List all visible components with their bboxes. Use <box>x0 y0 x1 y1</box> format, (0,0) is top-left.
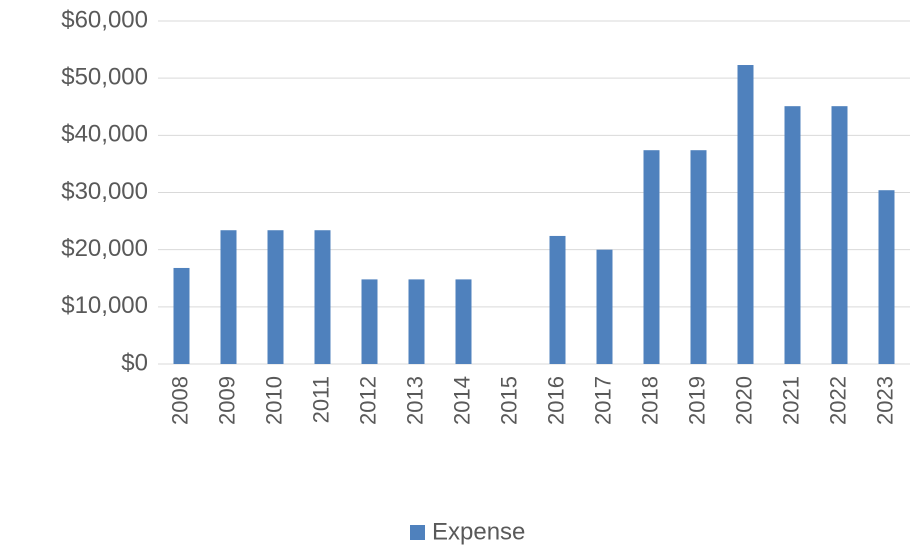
bar <box>737 65 754 364</box>
bar <box>643 150 660 364</box>
x-tick-label: 2023 <box>872 376 897 425</box>
y-tick-label: $20,000 <box>61 235 148 262</box>
bar <box>361 279 378 364</box>
y-tick-label: $40,000 <box>61 121 148 148</box>
x-tick-label: 2016 <box>543 376 568 425</box>
bar <box>455 279 472 364</box>
x-tick-label: 2015 <box>496 376 521 425</box>
y-tick-label: $10,000 <box>61 292 148 319</box>
x-tick-label: 2008 <box>167 376 192 425</box>
bar <box>878 190 895 364</box>
x-tick-label: 2021 <box>778 376 803 425</box>
legend-swatch <box>410 525 425 540</box>
bar <box>267 230 284 364</box>
x-tick-label: 2018 <box>637 376 662 425</box>
y-tick-label: $0 <box>121 349 148 376</box>
x-tick-label: 2020 <box>731 376 756 425</box>
x-tick-label: 2022 <box>825 376 850 425</box>
bar <box>549 235 566 364</box>
bar <box>314 230 331 364</box>
x-tick-label: 2013 <box>402 376 427 425</box>
y-tick-label: $50,000 <box>61 64 148 91</box>
bar <box>408 279 425 364</box>
x-tick-label: 2017 <box>590 376 615 425</box>
x-tick-label: 2019 <box>684 376 709 425</box>
bar <box>173 267 190 364</box>
legend-label: Expense <box>432 518 525 545</box>
x-tick-label: 2014 <box>449 376 474 425</box>
y-tick-label: $30,000 <box>61 178 148 205</box>
bar <box>784 106 801 364</box>
bar <box>220 230 237 364</box>
x-tick-label: 2009 <box>214 376 239 425</box>
x-tick-label: 2010 <box>261 376 286 425</box>
y-tick-label: $60,000 <box>61 6 148 33</box>
x-tick-label: 2011 <box>308 376 333 423</box>
bar <box>831 106 848 364</box>
bar <box>690 150 707 364</box>
x-tick-label: 2012 <box>355 376 380 425</box>
bar <box>596 249 613 364</box>
